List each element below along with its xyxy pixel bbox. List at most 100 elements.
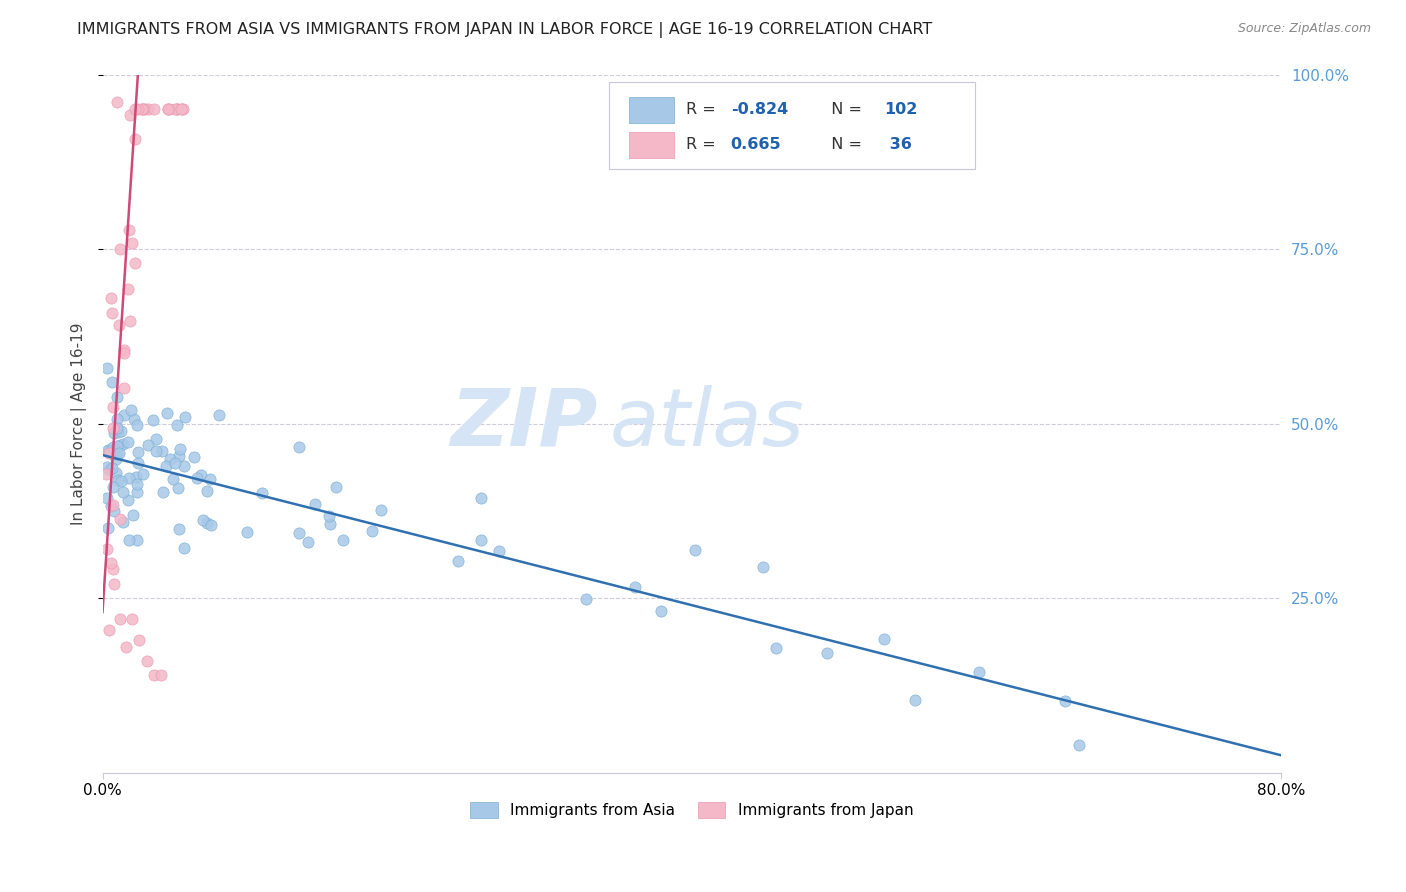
- Point: [470, 533, 492, 547]
- Point: [96, 459, 118, 474]
- Point: [127, 444, 149, 458]
- Point: [112, 485, 135, 500]
- Point: [170, 103, 193, 117]
- Point: [195, 483, 218, 498]
- Point: [174, 409, 197, 424]
- Point: [107, 447, 129, 461]
- Point: [118, 471, 141, 485]
- Point: [815, 646, 838, 660]
- Point: [1053, 694, 1076, 708]
- Point: [156, 103, 179, 117]
- Point: [650, 604, 672, 618]
- Point: [117, 282, 139, 296]
- Point: [287, 526, 309, 541]
- Legend: Immigrants from Asia, Immigrants from Japan: Immigrants from Asia, Immigrants from Ja…: [464, 797, 920, 824]
- Point: [107, 425, 129, 439]
- Point: [183, 450, 205, 465]
- Text: 102: 102: [884, 102, 917, 117]
- Point: [190, 468, 212, 483]
- Point: [132, 103, 155, 117]
- Point: [297, 534, 319, 549]
- Point: [145, 433, 167, 447]
- Point: [873, 632, 896, 646]
- Point: [112, 381, 135, 395]
- Point: [111, 515, 134, 529]
- Point: [200, 517, 222, 532]
- Text: R =: R =: [686, 102, 721, 117]
- Point: [186, 471, 208, 485]
- Text: R =: R =: [686, 136, 725, 152]
- Point: [101, 562, 124, 576]
- FancyBboxPatch shape: [609, 81, 974, 169]
- Point: [134, 103, 156, 117]
- Point: [105, 420, 128, 434]
- Point: [101, 498, 124, 512]
- Point: [100, 291, 122, 305]
- Point: [105, 439, 128, 453]
- Point: [117, 435, 139, 450]
- Point: [143, 103, 166, 117]
- Point: [124, 256, 146, 270]
- Point: [101, 401, 124, 415]
- Point: [104, 466, 127, 480]
- Point: [110, 512, 132, 526]
- Point: [325, 481, 347, 495]
- Point: [752, 560, 775, 574]
- Point: [125, 469, 148, 483]
- Point: [98, 442, 121, 457]
- Point: [765, 640, 787, 655]
- Point: [235, 524, 257, 539]
- Text: 36: 36: [884, 136, 912, 152]
- Point: [159, 452, 181, 467]
- Point: [370, 503, 392, 517]
- Point: [118, 222, 141, 236]
- Point: [195, 516, 218, 531]
- Point: [105, 390, 128, 404]
- Point: [108, 446, 131, 460]
- Point: [107, 473, 129, 487]
- Point: [101, 440, 124, 454]
- Text: ZIP: ZIP: [450, 384, 598, 463]
- Point: [624, 580, 647, 594]
- Point: [124, 103, 146, 117]
- Point: [108, 318, 131, 333]
- Text: IMMIGRANTS FROM ASIA VS IMMIGRANTS FROM JAPAN IN LABOR FORCE | AGE 16-19 CORRELA: IMMIGRANTS FROM ASIA VS IMMIGRANTS FROM …: [77, 22, 932, 38]
- Point: [108, 242, 131, 256]
- Point: [110, 424, 132, 438]
- Point: [101, 461, 124, 475]
- Point: [118, 314, 141, 328]
- Point: [488, 543, 510, 558]
- Point: [131, 103, 153, 117]
- Point: [319, 516, 342, 531]
- Point: [100, 499, 122, 513]
- Point: [125, 417, 148, 432]
- Text: N =: N =: [821, 102, 868, 117]
- Point: [332, 533, 354, 547]
- Point: [447, 554, 470, 568]
- Point: [136, 438, 159, 452]
- Point: [97, 521, 120, 535]
- Point: [163, 456, 186, 470]
- Point: [125, 477, 148, 491]
- Point: [112, 346, 135, 360]
- Point: [108, 612, 131, 626]
- Point: [111, 437, 134, 451]
- Point: [169, 103, 191, 117]
- Point: [128, 633, 150, 648]
- Point: [166, 481, 188, 495]
- Point: [98, 623, 121, 637]
- Point: [104, 452, 127, 467]
- Point: [575, 592, 598, 607]
- Point: [1067, 738, 1090, 752]
- Point: [98, 462, 121, 476]
- Point: [685, 542, 707, 557]
- Point: [208, 409, 231, 423]
- Point: [124, 131, 146, 145]
- Point: [105, 412, 128, 426]
- Point: [112, 409, 135, 423]
- Point: [97, 442, 120, 457]
- Point: [169, 442, 191, 457]
- Point: [131, 103, 153, 117]
- Point: [132, 467, 155, 481]
- Text: N =: N =: [821, 136, 868, 152]
